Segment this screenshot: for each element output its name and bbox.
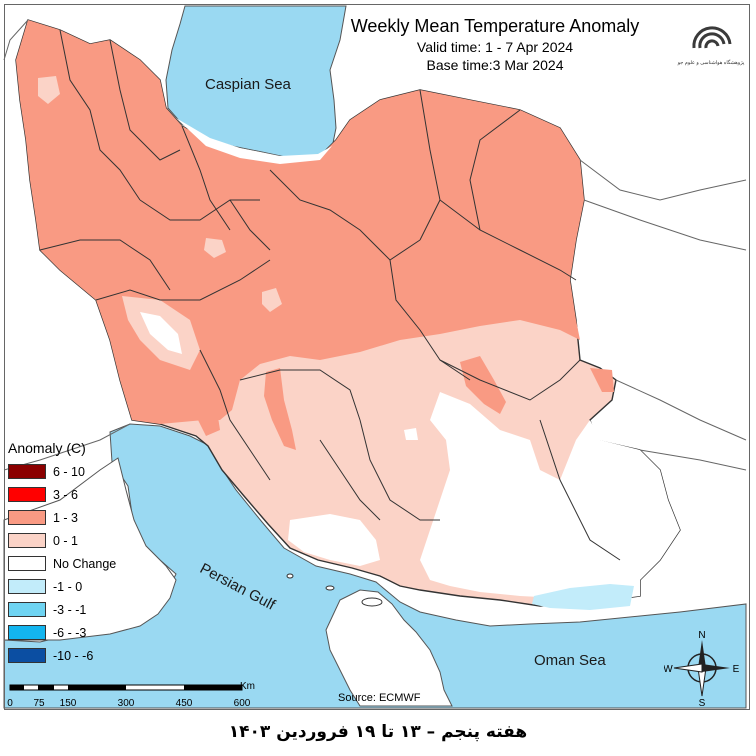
map-title: Weekly Mean Temperature Anomaly — [350, 16, 640, 36]
compass-w: W — [664, 664, 673, 675]
scale-bar — [9, 684, 243, 691]
zone-1-3-s1 — [264, 368, 296, 450]
legend-label: 6 - 10 — [53, 464, 85, 479]
legend-item: 1 - 3 — [8, 506, 158, 529]
scale-tick: 0 — [7, 698, 13, 709]
scale-tick: 300 — [117, 698, 135, 709]
zone-1-3-e — [590, 368, 614, 392]
source-label: Source: ECMWF — [338, 692, 421, 704]
legend-swatch — [8, 648, 46, 663]
zone-0-1-nw — [38, 76, 60, 104]
legend-swatch — [8, 533, 46, 548]
base-time: Base time:3 Mar 2024 — [426, 57, 564, 73]
legend-item: -10 - -6 — [8, 644, 158, 667]
legend-label: No Change — [53, 556, 117, 571]
logo-text: پژوهشگاه هواشناسی و علوم جو — [677, 60, 745, 66]
legend-swatch — [8, 625, 46, 640]
caspian-sea-label: Caspian Sea — [205, 76, 291, 93]
valid-time: Valid time: 1 - 7 Apr 2024 — [416, 39, 574, 55]
province-borders — [39, 29, 621, 561]
legend-item: 0 - 1 — [8, 529, 158, 552]
zone-neg1-0 — [532, 584, 634, 610]
footer-caption: هفته پنجم – ۱۳ تا ۱۹ فروردین ۱۴۰۳ — [0, 712, 756, 756]
legend-swatch — [8, 464, 46, 479]
legend-item: No Change — [8, 552, 158, 575]
legend-swatch — [8, 579, 46, 594]
legend-item: 6 - 10 — [8, 460, 158, 483]
scale-tick: 150 — [59, 698, 77, 709]
scale-tick: 75 — [33, 698, 45, 709]
compass-rose-icon: N S W E — [664, 630, 740, 706]
compass-e: E — [733, 664, 740, 675]
legend-swatch — [8, 602, 46, 617]
legend-title: Anomaly (C) — [8, 440, 86, 456]
caspian-sea — [165, 5, 347, 159]
zone-0-1-center — [262, 288, 282, 312]
footer-text: هفته پنجم – ۱۳ تا ۱۹ فروردین ۱۴۰۳ — [228, 722, 528, 742]
legend-label: -3 - -1 — [53, 602, 87, 617]
legend-label: -6 - -3 — [53, 625, 87, 640]
zone-white-s2 — [404, 428, 418, 440]
legend-swatch — [8, 487, 46, 502]
country-borders — [3, 19, 747, 471]
map-title-block: Weekly Mean Temperature Anomaly Valid ti… — [330, 14, 660, 74]
compass-s: S — [699, 698, 706, 706]
legend-swatch — [8, 510, 46, 525]
zone-white-west — [140, 312, 182, 354]
legend-label: -10 - -6 — [53, 648, 94, 663]
zone-white-se — [420, 392, 680, 600]
zone-white-s — [288, 514, 380, 566]
legend-item: -3 - -1 — [8, 598, 158, 621]
oman-sea-label: Oman Sea — [534, 652, 606, 669]
scale-unit: Km — [240, 681, 255, 692]
persian-gulf — [3, 423, 747, 709]
legend-item: 3 - 6 — [8, 483, 158, 506]
compass-n: N — [698, 630, 705, 641]
institute-logo-icon — [692, 26, 732, 49]
scale-tick: 450 — [175, 698, 193, 709]
islands — [286, 573, 383, 607]
arabian-land — [3, 457, 177, 641]
zone-white-caspian — [176, 118, 332, 164]
zone-0-1-north — [204, 238, 226, 258]
legend-swatch — [8, 556, 46, 571]
scale-tick: 600 — [233, 698, 251, 709]
legend-item: -6 - -3 — [8, 621, 158, 644]
zone-1-3-se1 — [460, 356, 506, 414]
legend: Anomaly (C) 6 - 10 3 - 6 1 - 3 0 - 1 No … — [8, 440, 158, 667]
legend-label: 1 - 3 — [53, 510, 79, 525]
zone-1-3-sw — [196, 400, 220, 436]
legend-item: -1 - 0 — [8, 575, 158, 598]
legend-label: -1 - 0 — [53, 579, 83, 594]
legend-label: 3 - 6 — [53, 487, 79, 502]
oman-peninsula — [325, 589, 453, 707]
legend-label: 0 - 1 — [53, 533, 79, 548]
